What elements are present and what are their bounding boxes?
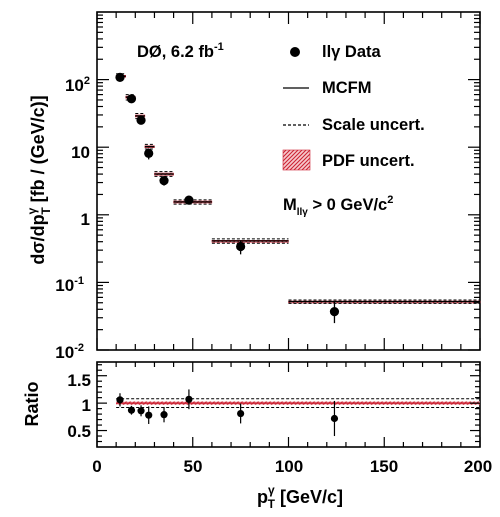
xtick-label-0: 0 (92, 457, 101, 476)
legend-pdf-label: PDF uncert. (322, 152, 415, 170)
main-y-axis-title: dσ/dpγT [fb / (GeV/c)] (25, 95, 53, 264)
xtick-label-150: 150 (370, 457, 398, 476)
legend-scale-label: Scale uncert. (322, 116, 425, 134)
ytick-label-0.01: 10-2 (55, 342, 84, 362)
main-uncertainty-bands (115, 74, 481, 304)
data-point-7 (329, 306, 340, 317)
ratio-point-6 (237, 409, 245, 418)
data-point-2 (136, 115, 146, 125)
ratio-point-4 (160, 411, 168, 419)
data-point-6 (236, 241, 246, 252)
mass-cut-annotation: Mllγ > 0 GeV/c2 (283, 194, 393, 218)
legend-mcfm-label: MCFM (322, 79, 371, 97)
ratio-point-3 (145, 411, 153, 419)
ratio-ytick-labels: 1.5 1 0.5 (67, 371, 91, 441)
main-ytick-labels: 102 10 1 10-1 10-2 (55, 75, 90, 362)
experiment-annotation: DØ, 6.2 fb-1 (137, 41, 224, 61)
ratio-axis-ticks (96, 362, 481, 447)
data-point-1 (126, 94, 137, 104)
ratio-data-points (116, 389, 339, 437)
data-point-4 (159, 176, 169, 186)
ratio-uncertainty-bands (116, 398, 481, 409)
ytick-label-100: 102 (65, 75, 90, 95)
main-data-points (115, 72, 340, 324)
ratio-point-5 (185, 395, 193, 403)
xtick-label-100: 100 (275, 457, 303, 476)
legend-pdf-swatch (282, 149, 311, 171)
main-axis-ticks (96, 12, 481, 351)
legend-data-label: llγ Data (322, 43, 382, 61)
ratio-ytick-label-0.5: 0.5 (67, 422, 91, 441)
main-model-lines (116, 73, 480, 304)
ytick-label-1: 1 (81, 210, 90, 229)
ratio-point-2 (137, 407, 145, 415)
data-point-0 (115, 72, 125, 82)
ytick-label-10: 10 (71, 143, 90, 162)
xtick-label-200: 200 (464, 457, 492, 476)
ytick-label-0.1: 10-1 (55, 275, 84, 295)
xtick-labels: 0 50 100 150 200 (92, 457, 492, 476)
ratio-ytick-label-1.5: 1.5 (67, 371, 91, 390)
ratio-y-axis-title: Ratio (22, 381, 42, 426)
x-axis-title: pγ T [GeV/c] (257, 483, 343, 511)
ratio-ytick-label-1: 1 (82, 396, 91, 415)
xtick-label-50: 50 (184, 457, 203, 476)
ratio-point-0 (116, 396, 124, 404)
legend-data-marker (290, 47, 300, 57)
data-point-3 (144, 148, 154, 158)
ratio-point-7 (330, 414, 339, 423)
main-plot-frame (96, 11, 481, 351)
data-point-5 (184, 195, 194, 205)
legend: llγ Data MCFM Scale uncert. PDF uncert. (282, 43, 425, 171)
ratio-point-1 (127, 406, 136, 414)
